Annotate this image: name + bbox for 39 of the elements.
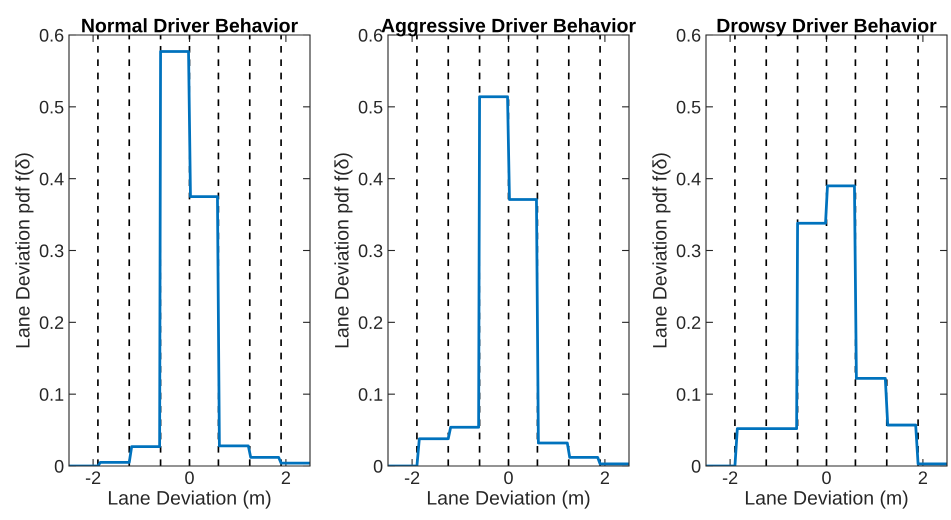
x-tick-label: 2 — [282, 471, 290, 484]
y-tick-label: 0.4 — [358, 172, 383, 186]
x-axis-title: Lane Deviation (m) — [108, 490, 270, 509]
y-tick-label: 0 — [54, 460, 64, 473]
y-tick-label: 0.3 — [40, 244, 64, 258]
y-tick-label: 0 — [692, 460, 700, 473]
y-tick-label: 0.1 — [40, 388, 64, 401]
y-tick-label: 0.1 — [676, 388, 700, 401]
chart-title: Normal Driver Behavior — [82, 18, 298, 32]
y-tick-label: 0.2 — [358, 316, 382, 330]
y-tick-label: 0.5 — [676, 100, 700, 114]
x-tick-label: -2 — [722, 471, 738, 484]
x-tick-label: -2 — [86, 471, 100, 484]
y-tick-label: 0.5 — [40, 100, 64, 114]
y-tick-label: 0.4 — [676, 172, 701, 186]
y-tick-label: 0.6 — [676, 28, 700, 42]
x-tick-label: -2 — [404, 471, 420, 484]
y-tick-label: 0.2 — [676, 316, 700, 330]
x-axis-title: Lane Deviation (m) — [428, 490, 590, 509]
y-tick-label: 0.2 — [40, 316, 64, 330]
x-tick-label: 0 — [822, 471, 831, 484]
x-tick-label: 2 — [918, 471, 928, 484]
x-axis-title: Lane Deviation (m) — [746, 490, 908, 509]
y-axis-title: Lane Deviation pdf f(δ) — [15, 153, 34, 348]
y-tick-label: 0.6 — [40, 28, 64, 42]
y-axis-title: Lane Deviation pdf f(δ) — [652, 153, 670, 348]
y-tick-label: 0.3 — [676, 244, 700, 258]
y-tick-label: 0.1 — [358, 388, 382, 401]
y-tick-label: 0.5 — [358, 100, 382, 114]
chart-title: Drowsy Driver Behavior — [718, 18, 936, 36]
x-tick-label: 0 — [185, 471, 194, 484]
y-axis-title: Lane Deviation pdf f(δ) — [334, 153, 352, 348]
x-tick-label: 0 — [504, 471, 513, 484]
y-tick-label: 0.4 — [40, 172, 64, 186]
x-tick-label: 2 — [600, 471, 610, 484]
y-tick-label: 0 — [374, 460, 382, 473]
chart-title: Aggressive Driver Behavior — [381, 18, 636, 36]
y-tick-label: 0.6 — [358, 28, 382, 42]
y-tick-label: 0.3 — [358, 244, 382, 258]
